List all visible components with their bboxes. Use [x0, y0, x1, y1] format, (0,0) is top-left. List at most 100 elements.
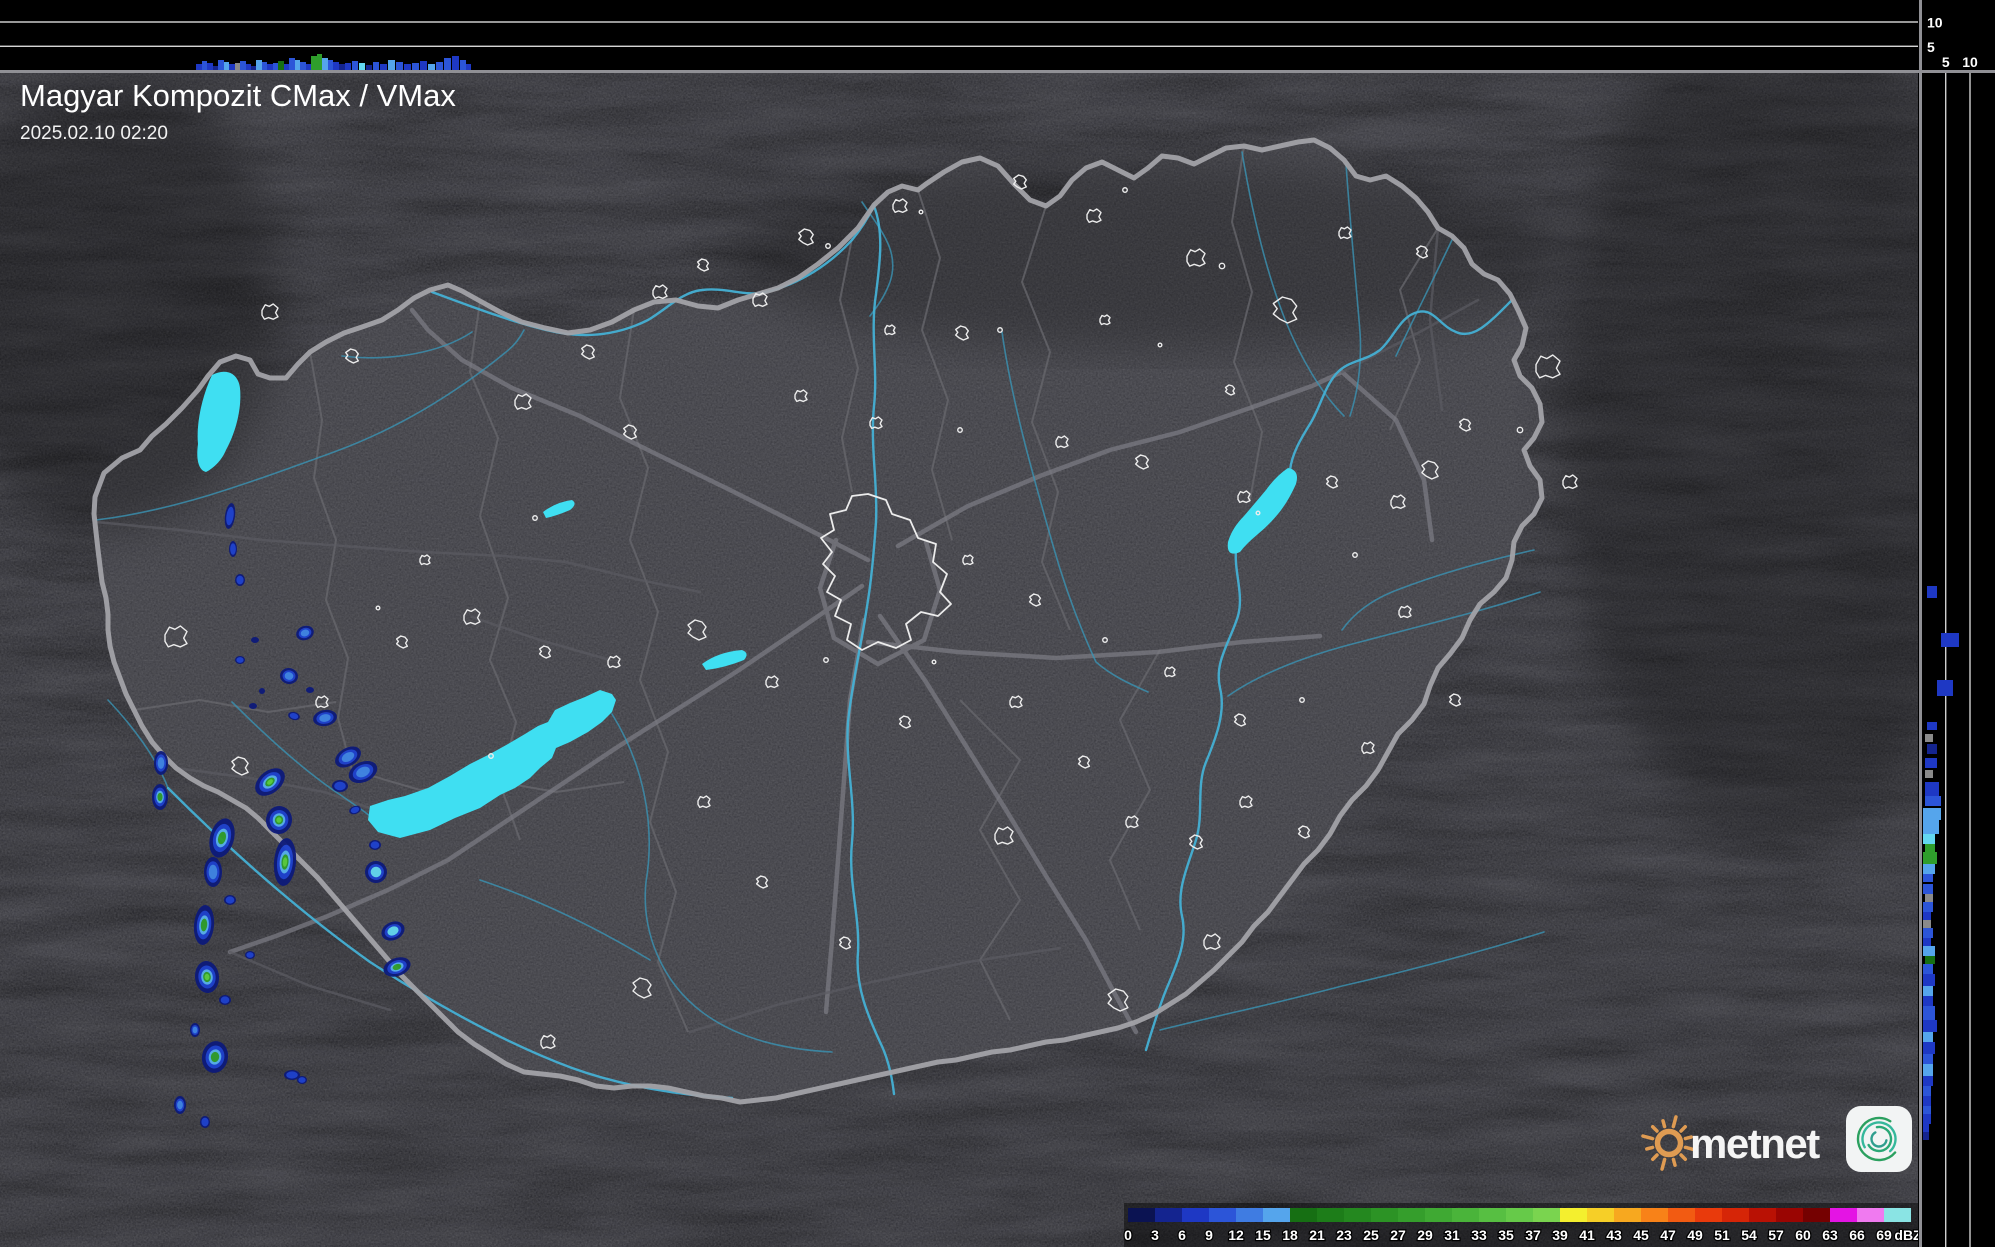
town-outline	[1126, 816, 1138, 827]
colorbar-label: 43	[1606, 1227, 1622, 1243]
colorbar-cell	[1668, 1208, 1695, 1222]
radar-echo	[286, 1071, 298, 1079]
town-outline	[1352, 552, 1358, 558]
town-outline	[1190, 835, 1203, 849]
radar-echo	[220, 996, 230, 1004]
profile-echo-cell	[278, 61, 284, 70]
town-outline	[232, 757, 248, 775]
town-outline	[918, 209, 924, 215]
radar-echo	[236, 575, 244, 585]
town-outline	[316, 696, 328, 707]
colorbar-cell	[1209, 1208, 1236, 1222]
lake-small	[543, 500, 575, 518]
dbz-colorbar: 0 3 6 9 12 15 18 21 23 25 27 29 31 33 35 37 39 41 43 45 47 49…	[1123, 1203, 1922, 1247]
radar-echo	[284, 672, 294, 680]
town-outline	[1422, 461, 1438, 479]
metnet-logo[interactable]: metnet	[1641, 1106, 1912, 1172]
colorbar-cell	[1290, 1208, 1317, 1222]
radar-echo	[387, 926, 399, 936]
colorbar-label: 35	[1498, 1227, 1514, 1243]
town-outline	[825, 243, 831, 249]
colorbar-label: 18	[1282, 1227, 1298, 1243]
profile-echo-cell	[1941, 633, 1959, 647]
profile-echo-cell	[267, 64, 273, 70]
colorbar-cell	[1155, 1208, 1182, 1222]
colorbar-label: 12	[1228, 1227, 1244, 1243]
profile-echo-cell	[1927, 722, 1937, 730]
colorbar-label: 3	[1151, 1227, 1159, 1243]
town-outline	[1255, 510, 1261, 516]
profile-echo-cell	[1923, 1106, 1931, 1114]
profile-echo-cell	[218, 60, 224, 70]
colorbar-cell	[1614, 1208, 1641, 1222]
profile-echo-cell	[328, 60, 333, 70]
colorbar-unit: dBZ	[1894, 1227, 1922, 1243]
radar-echo	[289, 713, 299, 719]
sun-ring	[1654, 1128, 1684, 1158]
town-outline	[1362, 742, 1374, 753]
town-outline	[1087, 209, 1101, 222]
profile-echo-cell	[1923, 864, 1935, 874]
profile-echo-cell	[380, 64, 387, 70]
metnet-app-icon	[1846, 1106, 1912, 1172]
radar-echo	[225, 896, 235, 904]
radar-echo	[246, 952, 254, 958]
radar-echo	[267, 779, 273, 785]
radar-echo	[236, 657, 244, 663]
profile-echo-cell	[207, 63, 213, 70]
town-outline	[1235, 714, 1246, 726]
sun-ray	[1671, 1157, 1677, 1167]
town-outline	[900, 716, 911, 728]
sun-icon	[1641, 1115, 1697, 1171]
profile-echo-cell	[224, 62, 229, 70]
colorbar-label: 33	[1471, 1227, 1487, 1243]
town-outline	[795, 390, 807, 401]
town-outline	[375, 605, 381, 611]
lake-velence	[702, 650, 747, 670]
colorbar-label: 47	[1660, 1227, 1676, 1243]
town-outline	[532, 515, 538, 521]
colorbar-label: 31	[1444, 1227, 1460, 1243]
radar-echo	[259, 688, 265, 694]
town-outline	[1536, 355, 1560, 378]
town-outline	[870, 417, 882, 428]
top-strip-echo-cells	[196, 54, 471, 70]
radar-echo	[276, 817, 282, 823]
profile-echo-cell	[1923, 986, 1933, 996]
profile-echo-cell	[1923, 912, 1931, 920]
town-outline	[1136, 455, 1149, 469]
profile-echo-cell	[444, 58, 451, 70]
logo-text: metnet	[1690, 1120, 1820, 1167]
profile-echo-cell	[359, 63, 365, 70]
profile-echo-cell	[1925, 956, 1935, 964]
town-outline	[488, 753, 494, 759]
town-outline	[582, 345, 595, 359]
profile-echo-cell	[289, 58, 295, 70]
sun-ray	[1683, 1135, 1693, 1141]
height-tick-label: 5	[1927, 39, 1935, 55]
radar-echo	[210, 1051, 220, 1063]
colorbar-cell	[1641, 1208, 1668, 1222]
colorbar-cell	[1506, 1208, 1533, 1222]
profile-echo-cell	[251, 66, 256, 70]
colorbar-cell	[1479, 1208, 1506, 1222]
radar-echo	[177, 1100, 183, 1110]
colorbar-cell	[1533, 1208, 1560, 1222]
town-outline	[262, 304, 278, 319]
profile-echo-cell	[1923, 928, 1933, 938]
profile-echo-cell	[1925, 770, 1933, 778]
profile-echo-cell	[1925, 734, 1933, 742]
colorbar-label: 27	[1390, 1227, 1406, 1243]
radar-echo	[334, 781, 346, 791]
colorbar-cell	[1695, 1208, 1722, 1222]
town-outline	[885, 325, 895, 335]
town-outline	[1399, 606, 1411, 617]
radar-echo	[370, 841, 380, 849]
town-outline	[1563, 475, 1577, 488]
profile-echo-cell	[339, 64, 345, 70]
town-outline	[757, 876, 768, 888]
radar-echo	[217, 831, 227, 845]
profile-echo-cell	[428, 64, 435, 70]
radar-echo	[208, 864, 218, 880]
profile-echo-cell	[202, 61, 207, 70]
